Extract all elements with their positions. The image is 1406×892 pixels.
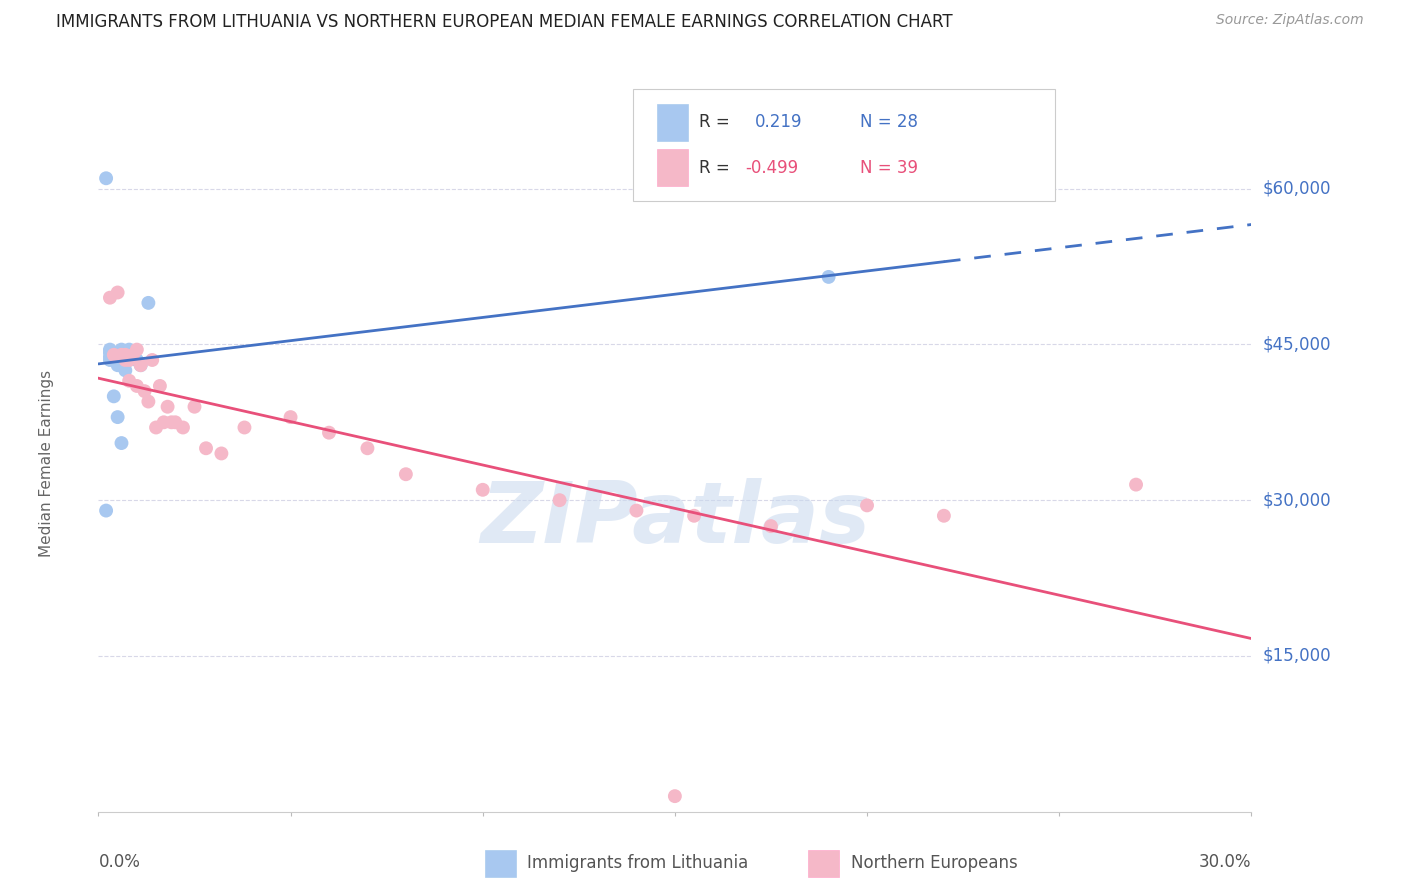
Point bbox=[817, 269, 839, 284]
Point bbox=[471, 483, 494, 497]
Point bbox=[98, 350, 121, 364]
Point bbox=[125, 353, 148, 368]
Point bbox=[107, 358, 129, 372]
Point bbox=[172, 420, 194, 434]
Point bbox=[395, 467, 418, 482]
Text: Median Female Earnings: Median Female Earnings bbox=[39, 370, 53, 558]
Text: $45,000: $45,000 bbox=[1263, 335, 1331, 353]
Point bbox=[94, 503, 117, 517]
Point bbox=[110, 353, 132, 368]
Point bbox=[114, 363, 136, 377]
Point bbox=[107, 410, 129, 425]
Point bbox=[1125, 477, 1147, 491]
Point bbox=[94, 171, 117, 186]
Point bbox=[118, 343, 141, 357]
Point bbox=[932, 508, 955, 523]
Point bbox=[110, 348, 132, 362]
Point bbox=[114, 348, 136, 362]
Point bbox=[149, 379, 172, 393]
Text: N = 28: N = 28 bbox=[860, 113, 918, 131]
Point bbox=[118, 353, 141, 368]
Point bbox=[107, 348, 129, 362]
Point bbox=[118, 353, 141, 368]
Point bbox=[98, 343, 121, 357]
Point bbox=[103, 348, 125, 362]
Text: IMMIGRANTS FROM LITHUANIA VS NORTHERN EUROPEAN MEDIAN FEMALE EARNINGS CORRELATIO: IMMIGRANTS FROM LITHUANIA VS NORTHERN EU… bbox=[56, 13, 953, 31]
Point bbox=[195, 442, 218, 456]
Point bbox=[759, 519, 782, 533]
Point bbox=[233, 420, 256, 434]
Point bbox=[129, 358, 152, 372]
Text: Source: ZipAtlas.com: Source: ZipAtlas.com bbox=[1216, 13, 1364, 28]
Point bbox=[152, 415, 174, 429]
Text: ZIPatlas: ZIPatlas bbox=[479, 478, 870, 561]
Point bbox=[98, 291, 121, 305]
Point bbox=[626, 503, 648, 517]
Point bbox=[103, 351, 125, 365]
Text: Northern Europeans: Northern Europeans bbox=[851, 855, 1018, 872]
Point bbox=[107, 285, 129, 300]
Point bbox=[122, 348, 145, 362]
Point bbox=[356, 442, 378, 456]
Point bbox=[98, 353, 121, 368]
Point bbox=[548, 493, 571, 508]
Text: $15,000: $15,000 bbox=[1263, 647, 1331, 665]
Point bbox=[98, 345, 121, 359]
Point bbox=[318, 425, 340, 440]
Point bbox=[129, 358, 152, 372]
Point bbox=[103, 389, 125, 403]
Text: Immigrants from Lithuania: Immigrants from Lithuania bbox=[527, 855, 748, 872]
Point bbox=[110, 343, 132, 357]
Point bbox=[118, 374, 141, 388]
Point bbox=[856, 499, 879, 513]
Text: -0.499: -0.499 bbox=[745, 159, 799, 177]
Text: $30,000: $30,000 bbox=[1263, 491, 1331, 509]
Point bbox=[183, 400, 205, 414]
Point bbox=[145, 420, 167, 434]
Text: R =: R = bbox=[699, 113, 730, 131]
Point bbox=[103, 345, 125, 359]
Point bbox=[683, 508, 706, 523]
Point bbox=[107, 353, 129, 368]
Point bbox=[125, 379, 148, 393]
Text: 0.0%: 0.0% bbox=[98, 854, 141, 871]
Point bbox=[156, 400, 179, 414]
Point bbox=[160, 415, 183, 429]
Text: R =: R = bbox=[699, 159, 730, 177]
Point bbox=[125, 343, 148, 357]
Point bbox=[209, 446, 232, 460]
Point bbox=[122, 345, 145, 359]
Point bbox=[138, 394, 160, 409]
Point bbox=[138, 296, 160, 310]
Text: $60,000: $60,000 bbox=[1263, 179, 1331, 198]
Text: 30.0%: 30.0% bbox=[1199, 854, 1251, 871]
Point bbox=[664, 789, 686, 804]
Point bbox=[110, 436, 132, 450]
Point bbox=[114, 353, 136, 368]
Point bbox=[165, 415, 187, 429]
Point bbox=[141, 353, 163, 368]
Point bbox=[134, 384, 156, 399]
Point bbox=[114, 353, 136, 368]
Point bbox=[103, 348, 125, 362]
Text: N = 39: N = 39 bbox=[860, 159, 918, 177]
Point bbox=[122, 350, 145, 364]
Point bbox=[114, 345, 136, 359]
Text: 0.219: 0.219 bbox=[755, 113, 803, 131]
Point bbox=[280, 410, 302, 425]
